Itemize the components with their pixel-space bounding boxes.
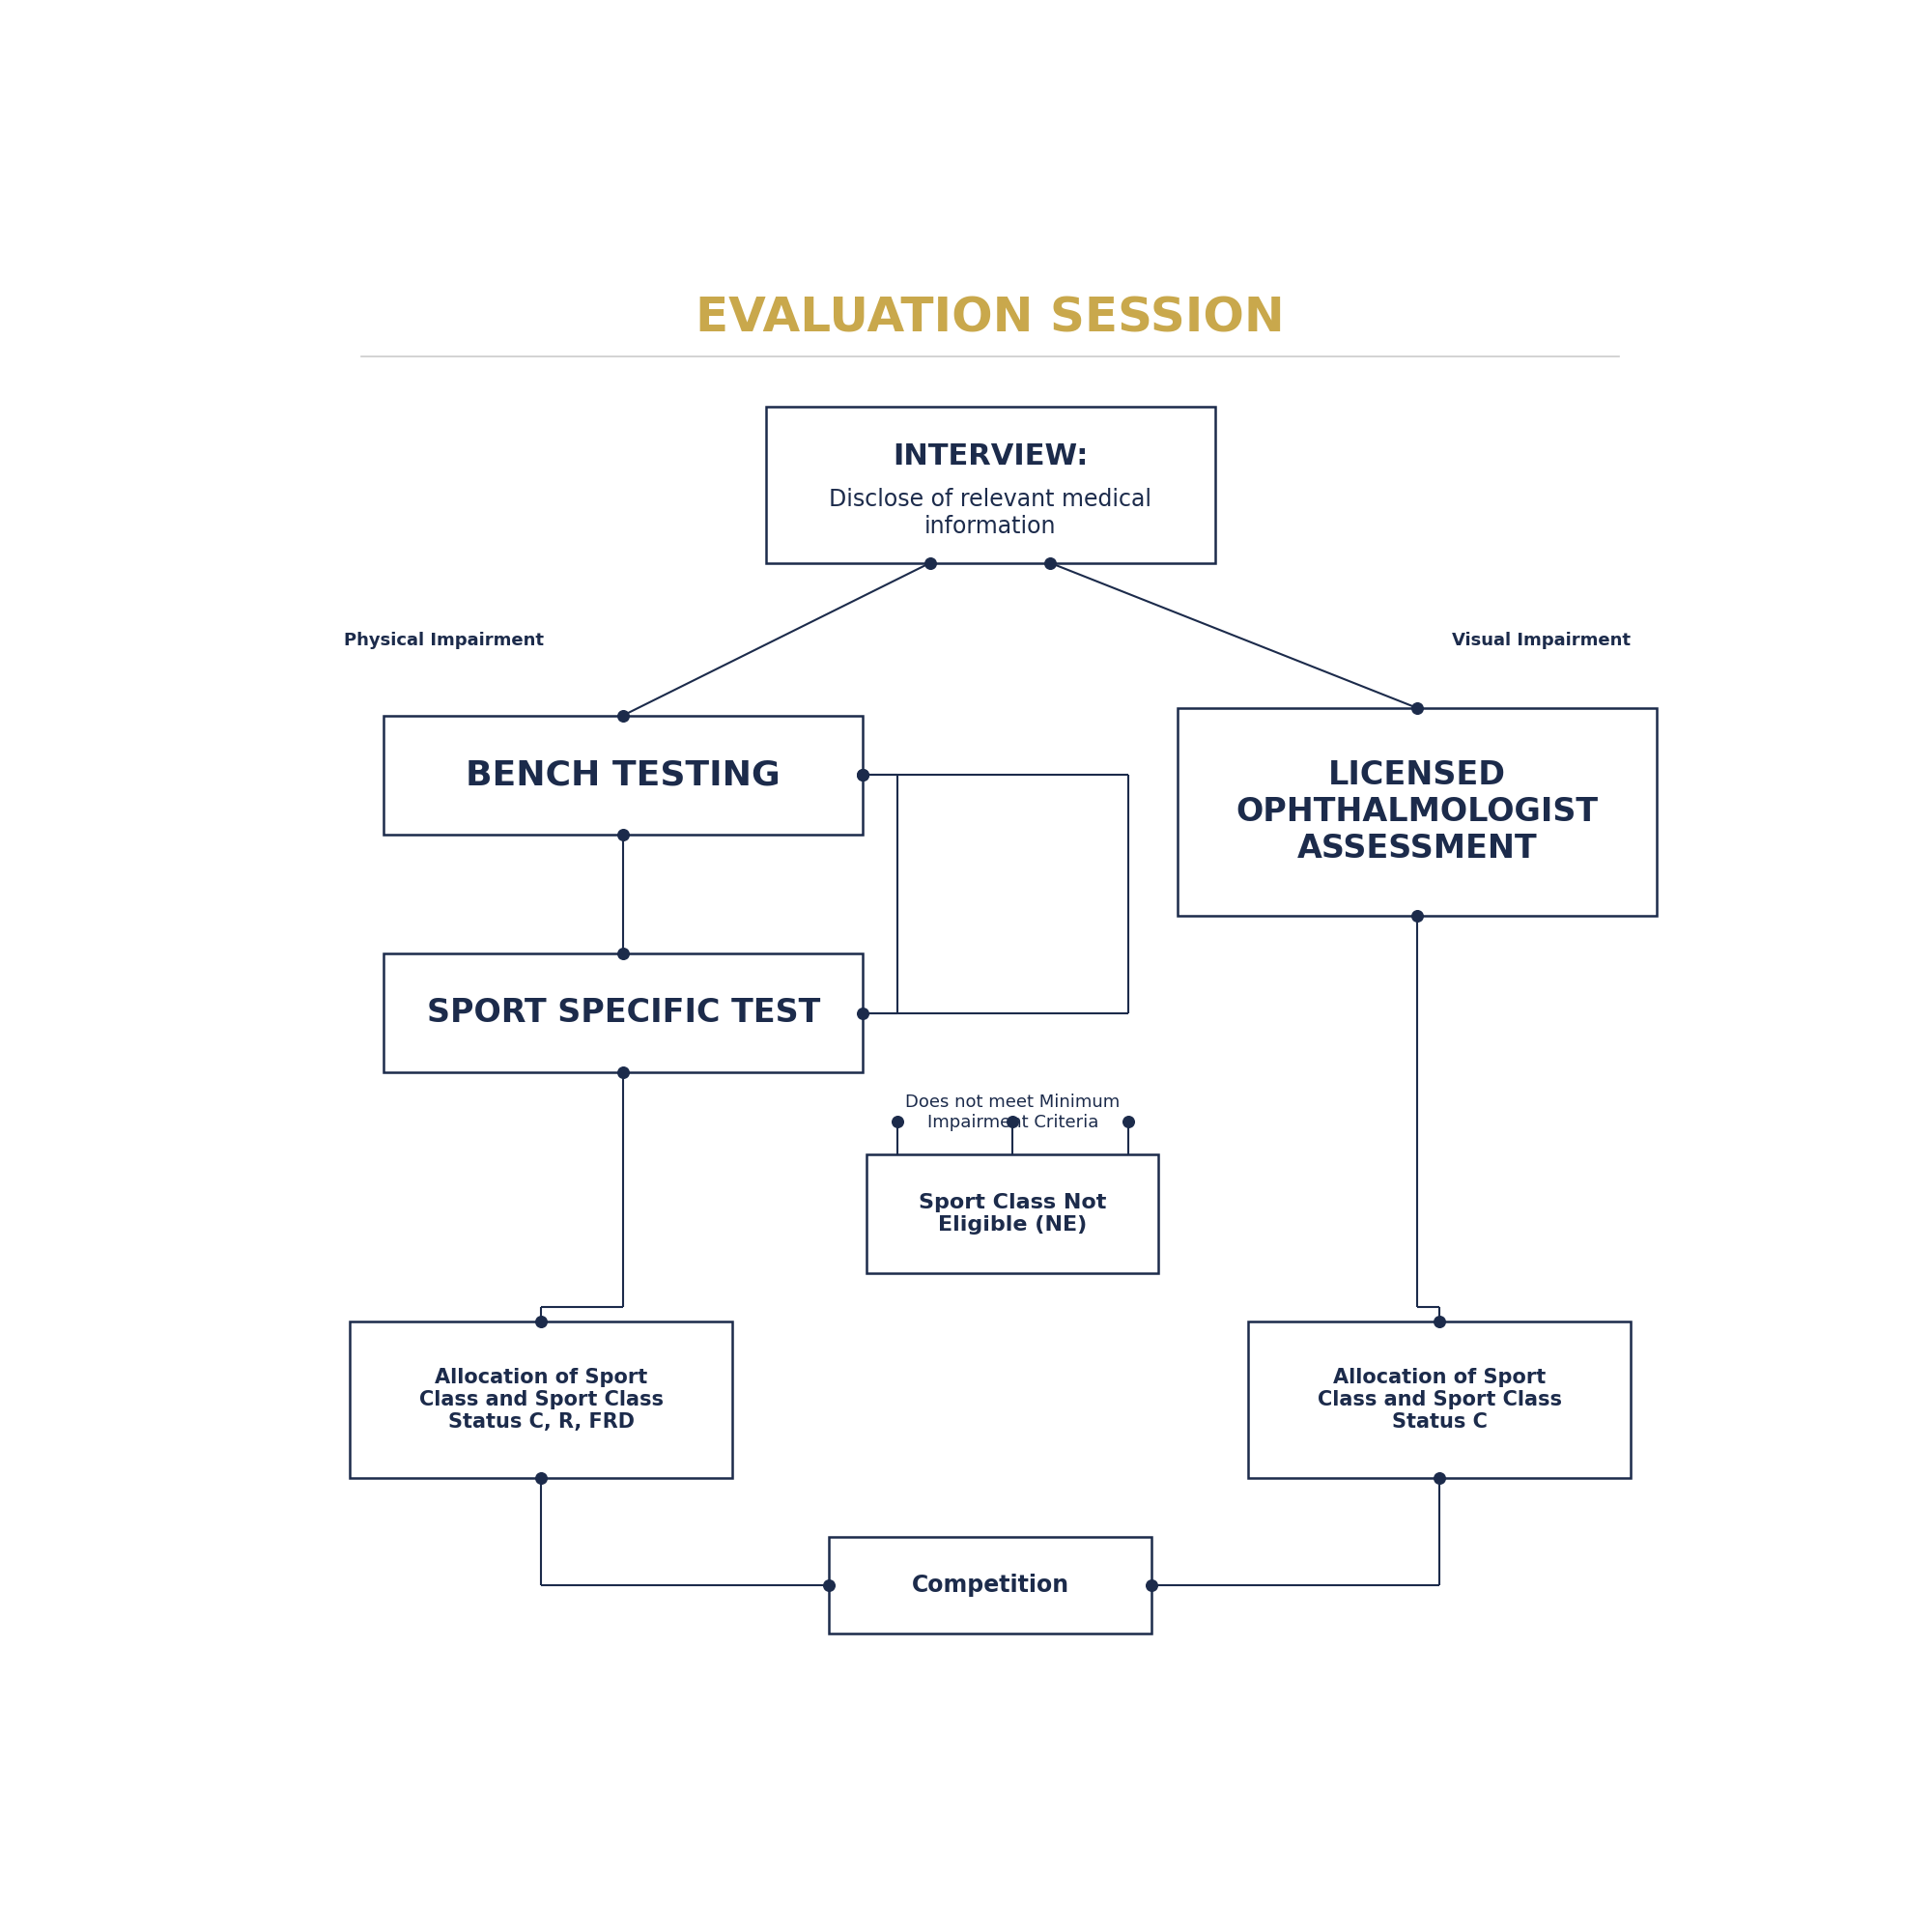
Point (609, 699, 639, 730)
Text: LICENSED
OPHTHALMOLOGIST
ASSESSMENT: LICENSED OPHTHALMOLOGIST ASSESSMENT (1236, 759, 1598, 866)
FancyBboxPatch shape (765, 406, 1215, 562)
FancyBboxPatch shape (867, 1153, 1159, 1273)
Point (526, 1306, 556, 1337)
Text: EVALUATION SESSION: EVALUATION SESSION (696, 296, 1285, 342)
Point (1424, 1463, 1455, 1493)
Text: BENCH TESTING: BENCH TESTING (466, 759, 781, 792)
FancyBboxPatch shape (384, 952, 864, 1072)
Point (881, 1105, 912, 1136)
Text: SPORT SPECIFIC TEST: SPORT SPECIFIC TEST (427, 997, 819, 1028)
Point (848, 759, 879, 790)
FancyBboxPatch shape (384, 715, 864, 835)
FancyBboxPatch shape (1248, 1321, 1631, 1478)
FancyBboxPatch shape (350, 1321, 732, 1478)
Point (1136, 1571, 1167, 1602)
Text: Competition: Competition (912, 1575, 1068, 1598)
FancyBboxPatch shape (1177, 707, 1656, 916)
Point (609, 819, 639, 850)
Point (1113, 1105, 1144, 1136)
Point (1036, 547, 1066, 578)
Text: Disclose of relevant medical
information: Disclose of relevant medical information (829, 489, 1151, 537)
Text: Allocation of Sport
Class and Sport Class
Status C, R, FRD: Allocation of Sport Class and Sport Clas… (419, 1368, 663, 1432)
Point (1401, 692, 1432, 723)
Point (848, 997, 879, 1028)
Text: Sport Class Not
Eligible (NE): Sport Class Not Eligible (NE) (920, 1192, 1107, 1235)
Text: Allocation of Sport
Class and Sport Class
Status C: Allocation of Sport Class and Sport Clas… (1318, 1368, 1561, 1432)
Point (1401, 900, 1432, 931)
Point (609, 937, 639, 968)
Point (848, 759, 879, 790)
Text: Physical Impairment: Physical Impairment (344, 632, 543, 649)
Point (609, 1057, 639, 1088)
Point (813, 1571, 844, 1602)
FancyBboxPatch shape (829, 1538, 1151, 1634)
Text: Visual Impairment: Visual Impairment (1451, 632, 1631, 649)
Point (997, 1105, 1028, 1136)
Text: INTERVIEW:: INTERVIEW: (893, 442, 1088, 471)
Point (916, 547, 947, 578)
Point (1424, 1306, 1455, 1337)
Text: Does not meet Minimum
Impairment Criteria: Does not meet Minimum Impairment Criteri… (906, 1094, 1121, 1132)
Point (526, 1463, 556, 1493)
